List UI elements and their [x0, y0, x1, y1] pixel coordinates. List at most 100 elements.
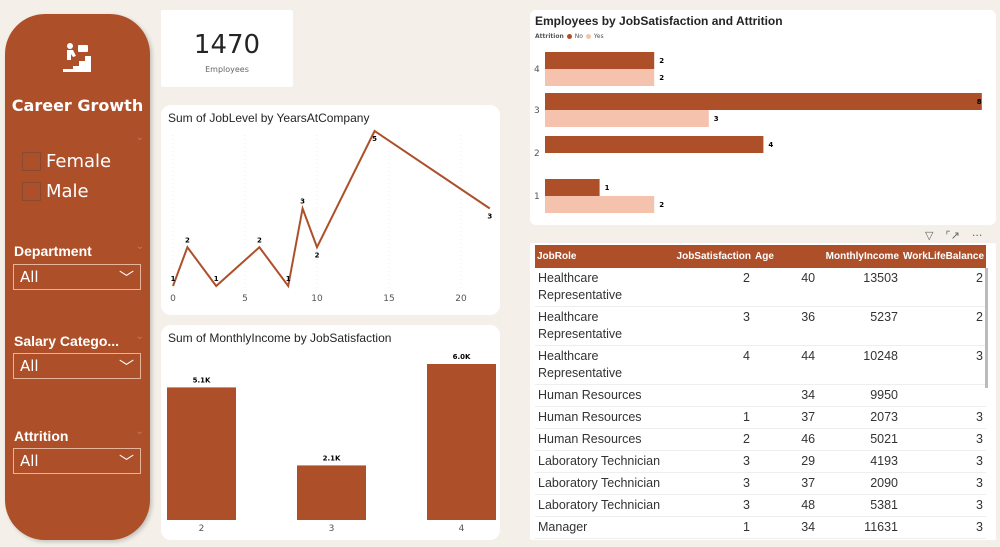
horizontal-bar-chart: 4 2 2 3 8 3 2 4 1 1 2 [534, 52, 982, 213]
data-label: 5 [372, 135, 377, 143]
column-header[interactable]: WorkLifeBalance [901, 245, 986, 268]
table-cell: Human Resources [535, 384, 670, 407]
table-cell: 2 [669, 268, 753, 307]
x-tick-label: 10 [311, 294, 323, 304]
checkbox[interactable] [22, 182, 41, 201]
chevron-down-icon[interactable]: ⌄ [135, 132, 144, 143]
table-cell: 13503 [818, 268, 902, 307]
column-header[interactable]: Age [753, 245, 819, 268]
kpi-label: Employees [205, 65, 249, 74]
data-label: 2 [257, 236, 262, 244]
bar-no [545, 179, 600, 196]
table-cell: 5237 [818, 306, 902, 346]
table-cell: Manager [535, 516, 670, 539]
x-tick-label: 4 [459, 524, 465, 534]
kpi-value: 1470 [193, 30, 261, 60]
table-cell: 34 [753, 516, 819, 539]
bar-no [545, 93, 982, 110]
table-row[interactable]: Healthcare Representative 4 44 10248 3 [535, 345, 986, 385]
table-scrollbar[interactable] [985, 268, 988, 388]
table-cell: 2073 [818, 406, 902, 429]
table-row[interactable]: Laboratory Technician 3 37 2090 3 [535, 472, 986, 495]
table-cell: 3 [901, 450, 986, 473]
table-cell: 44 [753, 345, 819, 385]
x-tick-label: 3 [329, 524, 335, 534]
table-cell: 3 [901, 516, 986, 539]
salary-category-dropdown[interactable]: All ﹀ [13, 353, 141, 379]
table-cell: Healthcare Representative [535, 306, 670, 346]
table-cell: 29 [753, 450, 819, 473]
table-cell: 2090 [818, 472, 902, 495]
table-cell: 3 [901, 406, 986, 429]
bar [167, 387, 236, 520]
focus-mode-icon[interactable]: ⌜↗ [945, 229, 960, 242]
table-cell: 11631 [818, 516, 902, 539]
column-chart-card: Sum of MonthlyIncome by JobSatisfaction … [161, 325, 500, 540]
data-label: 1 [171, 275, 176, 283]
legend-title: Attrition [535, 33, 564, 40]
column-header[interactable]: JobRole [535, 245, 670, 268]
sidebar: Career Growth ⌄ Female Male Department ⌄… [5, 14, 150, 540]
table-cell: 2 [669, 428, 753, 451]
y-tick-label: 2 [534, 149, 540, 159]
table-row[interactable]: Healthcare Representative 2 40 13503 2 [535, 268, 986, 307]
table-row[interactable]: Laboratory Technician 3 29 4193 3 [535, 450, 986, 473]
data-label: 6.0K [453, 353, 471, 361]
table-cell: 4193 [818, 450, 902, 473]
column-header[interactable]: JobSatisfaction [669, 245, 753, 268]
table-cell: 2 [901, 306, 986, 346]
filter-icon[interactable]: ▽ [925, 229, 934, 242]
table-cell: 3 [669, 450, 753, 473]
table-cell: Healthcare Representative [535, 268, 670, 307]
table-cell: Healthcare Representative [535, 345, 670, 385]
table-cell: 3 [901, 345, 986, 385]
chevron-down-icon[interactable]: ⌄ [135, 426, 144, 437]
chart-title: Employees by JobSatisfaction and Attriti… [535, 14, 783, 28]
department-dropdown[interactable]: All ﹀ [13, 264, 141, 290]
more-options-icon[interactable]: ··· [971, 229, 983, 242]
table-row[interactable]: Human Resources 2 46 5021 3 [535, 428, 986, 451]
bar-no [545, 136, 764, 153]
gender-option-female[interactable]: Female [22, 151, 111, 172]
table-cell: 5021 [818, 428, 902, 451]
table-cell: 5381 [818, 494, 902, 517]
bar [427, 364, 496, 520]
filter-label-attrition: Attrition [14, 428, 69, 444]
table-row[interactable]: Healthcare Representative 3 36 5237 2 [535, 306, 986, 346]
kpi-card-employees: 1470 Employees [161, 10, 293, 87]
table-cell: 46 [753, 428, 819, 451]
table-cell [901, 384, 986, 407]
bar [297, 465, 366, 520]
data-label: 2 [185, 236, 190, 244]
table-cell: 10248 [818, 345, 902, 385]
table-cell: Human Resources [535, 406, 670, 429]
chevron-down-icon: ﹀ [118, 268, 134, 287]
table-cell: 9950 [818, 384, 902, 407]
table-cell: Laboratory Technician [535, 494, 670, 517]
data-label: 2 [659, 74, 664, 82]
table-row[interactable]: Human Resources 34 9950 [535, 384, 986, 407]
column-header[interactable]: MonthlyIncome [818, 245, 902, 268]
checkbox[interactable] [22, 152, 41, 171]
attrition-dropdown[interactable]: All ﹀ [13, 448, 141, 474]
y-tick-label: 3 [534, 106, 540, 116]
table-row[interactable]: Laboratory Technician 3 48 5381 3 [535, 494, 986, 517]
dropdown-value: All [20, 268, 39, 286]
legend-label[interactable]: No [574, 33, 583, 40]
table-row[interactable]: Human Resources 1 37 2073 3 [535, 406, 986, 429]
data-label: 3 [300, 198, 305, 206]
career-stairs-icon [63, 43, 91, 72]
table-cell [669, 384, 753, 407]
table-cell: 37 [753, 472, 819, 495]
chevron-down-icon[interactable]: ⌄ [135, 331, 144, 342]
table-cell: 1 [669, 406, 753, 429]
gender-option-male[interactable]: Male [22, 181, 89, 202]
table-cell: 40 [753, 268, 819, 307]
chevron-down-icon[interactable]: ⌄ [135, 241, 144, 252]
details-table-card: JobRole JobSatisfaction Age MonthlyIncome Wo… [530, 243, 996, 540]
legend-label[interactable]: Yes [593, 33, 604, 40]
chart-title: Sum of MonthlyIncome by JobSatisfaction [168, 331, 392, 345]
y-tick-label: 1 [534, 192, 540, 202]
table-row[interactable]: Manager 1 34 11631 3 [535, 516, 986, 539]
data-label: 1 [214, 275, 219, 283]
